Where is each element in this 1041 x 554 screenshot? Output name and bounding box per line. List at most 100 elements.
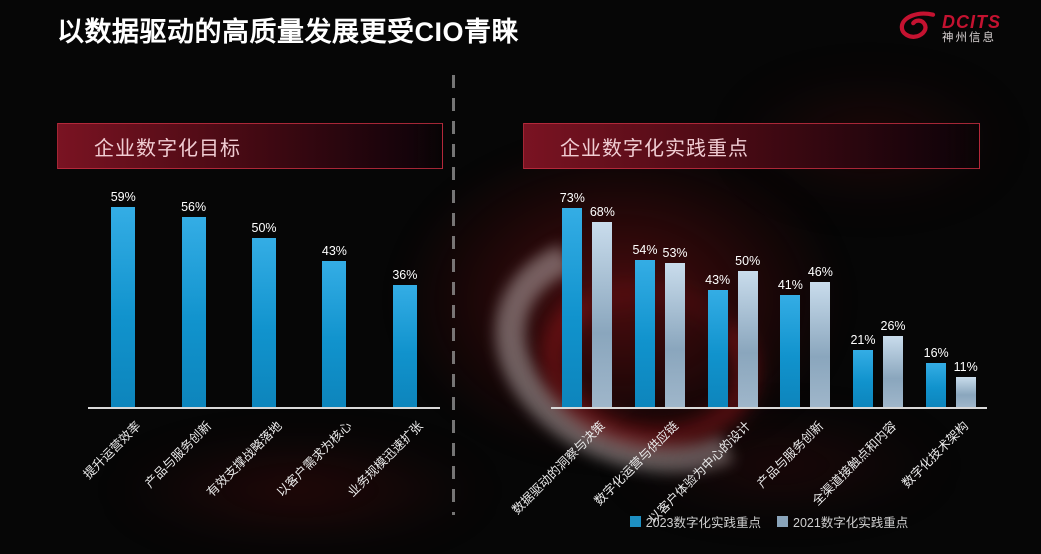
bar-wrap: 43% xyxy=(705,273,730,407)
bar-wrap: 68% xyxy=(590,205,615,407)
bar-wrap: 56% xyxy=(181,200,206,407)
bar xyxy=(181,217,206,407)
bar-group: 54% 53% xyxy=(624,243,697,407)
bar xyxy=(810,281,831,407)
bar-group: 16% 11% xyxy=(914,346,987,407)
goals-chart-category-labels: 提升运营效率 产品与服务创新 有效支撑战略落地 以客户需求为核心 业务规模迅速扩张 xyxy=(81,409,440,515)
legend-label-2021: 2021数字化实践重点 xyxy=(793,516,909,530)
bar-wrap: 21% xyxy=(850,332,876,407)
goals-chart-header: 企业数字化目标 xyxy=(57,123,443,169)
bar xyxy=(883,336,904,407)
bar-wrap: 16% xyxy=(924,346,949,407)
bar-value-label: 50% xyxy=(735,253,761,268)
practices-chart-legend: 2023数字化实践重点 2021数字化实践重点 xyxy=(551,512,987,531)
legend-label-2023: 2023数字化实践重点 xyxy=(645,516,761,530)
bar-wrap: 36% xyxy=(392,268,417,407)
bar xyxy=(322,261,347,407)
legend-item-2023: 2023数字化实践重点 xyxy=(629,512,761,531)
bar-group: 43% 50% xyxy=(696,254,769,407)
bar xyxy=(665,262,686,407)
vertical-dashed-divider xyxy=(452,75,455,515)
legend-item-2021: 2021数字化实践重点 xyxy=(777,512,908,531)
bar-value-label: 16% xyxy=(923,346,949,361)
bar-wrap: 46% xyxy=(808,265,833,407)
bar-value-label: 50% xyxy=(251,220,277,235)
bar xyxy=(780,295,801,407)
bar-group: 43% xyxy=(299,244,369,407)
practices-bar-chart: 73% 68% 54% 53% 43% 50% 41% 46% 21% 26% 16% 11% 数据驱… xyxy=(510,180,987,526)
bar-wrap: 50% xyxy=(735,254,760,407)
bar xyxy=(111,207,136,407)
bar-value-label: 68% xyxy=(589,204,615,219)
logo-brand-text: DCITS xyxy=(942,12,1001,33)
bar-group: 21% 26% xyxy=(842,319,915,407)
category-cell: 数字化技术架构 xyxy=(900,409,987,515)
category-label: 数据驱动的洞察与决策 xyxy=(509,418,609,518)
bar-value-label: 56% xyxy=(181,200,207,215)
bar-group: 73% 68% xyxy=(551,191,624,407)
bar xyxy=(634,259,655,407)
bar-group: 56% xyxy=(158,200,228,407)
logo-company-name: 神州信息 xyxy=(942,31,996,44)
bar xyxy=(252,237,277,407)
bar-wrap: 54% xyxy=(632,242,658,407)
bar-group: 59% xyxy=(88,190,158,407)
practices-chart-plot: 73% 68% 54% 53% 43% 50% 41% 46% 21% 26% 16% 11% xyxy=(551,180,987,407)
bar xyxy=(592,221,613,407)
bar-wrap: 26% xyxy=(881,319,906,407)
category-cell: 产品与服务创新 xyxy=(754,409,842,515)
bar-value-label: 36% xyxy=(392,268,418,283)
category-label: 提升运营效率 xyxy=(80,418,144,482)
bar xyxy=(955,377,976,407)
goals-bar-chart: 59% 56% 50% 43% 36% 提升运营效率 产品与服务创新 有效支撑战略落地 以客户… xyxy=(81,177,440,515)
bar-value-label: 11% xyxy=(953,360,978,374)
legend-swatch-2023 xyxy=(629,516,641,527)
bar-value-label: 26% xyxy=(880,319,906,334)
bar-wrap: 43% xyxy=(322,244,347,407)
practices-chart-header-label: 企业数字化实践重点 xyxy=(560,137,749,160)
category-cell: 以客户体验为中心的设计 xyxy=(646,409,769,526)
bar-wrap: 59% xyxy=(111,190,136,407)
goals-chart-axis-line xyxy=(88,407,440,409)
bar-value-label: 21% xyxy=(850,332,876,347)
category-cell: 全渠道接触点和内容 xyxy=(809,409,915,515)
bar-value-label: 41% xyxy=(777,278,803,293)
bar-wrap: 50% xyxy=(252,221,277,407)
bar-wrap: 11% xyxy=(954,360,978,407)
bar-value-label: 53% xyxy=(662,245,688,260)
category-cell: 提升运营效率 xyxy=(81,409,158,515)
bar-group: 50% xyxy=(229,221,299,407)
page-title: 以数据驱动的高质量发展更受CIO青睐 xyxy=(57,17,520,47)
bar xyxy=(737,270,758,407)
bar xyxy=(707,289,728,407)
dcits-logo: DCITS 神州信息 xyxy=(898,10,1001,47)
goals-chart-header-label: 企业数字化目标 xyxy=(94,137,241,160)
bar-value-label: 54% xyxy=(632,242,658,257)
bar-value-label: 43% xyxy=(321,244,347,259)
bar xyxy=(562,208,583,407)
bar xyxy=(853,349,873,407)
practices-chart-category-labels: 数据驱动的洞察与决策 数字化运营与供应链 以客户体验为中心的设计 产品与服务创新 全渠道… xyxy=(510,409,987,526)
category-cell: 有效支撑战略落地 xyxy=(204,409,299,515)
bar-value-label: 59% xyxy=(110,190,136,205)
category-cell: 产品与服务创新 xyxy=(143,409,228,515)
category-cell: 业务规模迅速扩张 xyxy=(345,409,440,515)
category-cell: 数据驱动的洞察与决策 xyxy=(510,409,624,517)
bar-wrap: 73% xyxy=(560,191,585,407)
goals-chart-plot: 59% 56% 50% 43% 36% xyxy=(88,177,440,407)
legend-swatch-2021 xyxy=(777,516,788,527)
practices-chart-axis-line xyxy=(551,407,987,409)
bar-group: 36% xyxy=(370,268,440,407)
bar-value-label: 73% xyxy=(559,191,585,206)
bar-group: 41% 46% xyxy=(769,265,842,407)
practices-chart-header: 企业数字化实践重点 xyxy=(523,123,980,169)
bar-value-label: 46% xyxy=(807,264,833,279)
bar xyxy=(392,285,417,407)
bar xyxy=(926,363,947,407)
swirl-icon xyxy=(898,10,936,47)
bar-wrap: 41% xyxy=(778,278,803,407)
category-cell: 以客户需求为核心 xyxy=(275,409,369,515)
bar-value-label: 43% xyxy=(705,272,731,287)
bar-wrap: 53% xyxy=(663,246,688,407)
